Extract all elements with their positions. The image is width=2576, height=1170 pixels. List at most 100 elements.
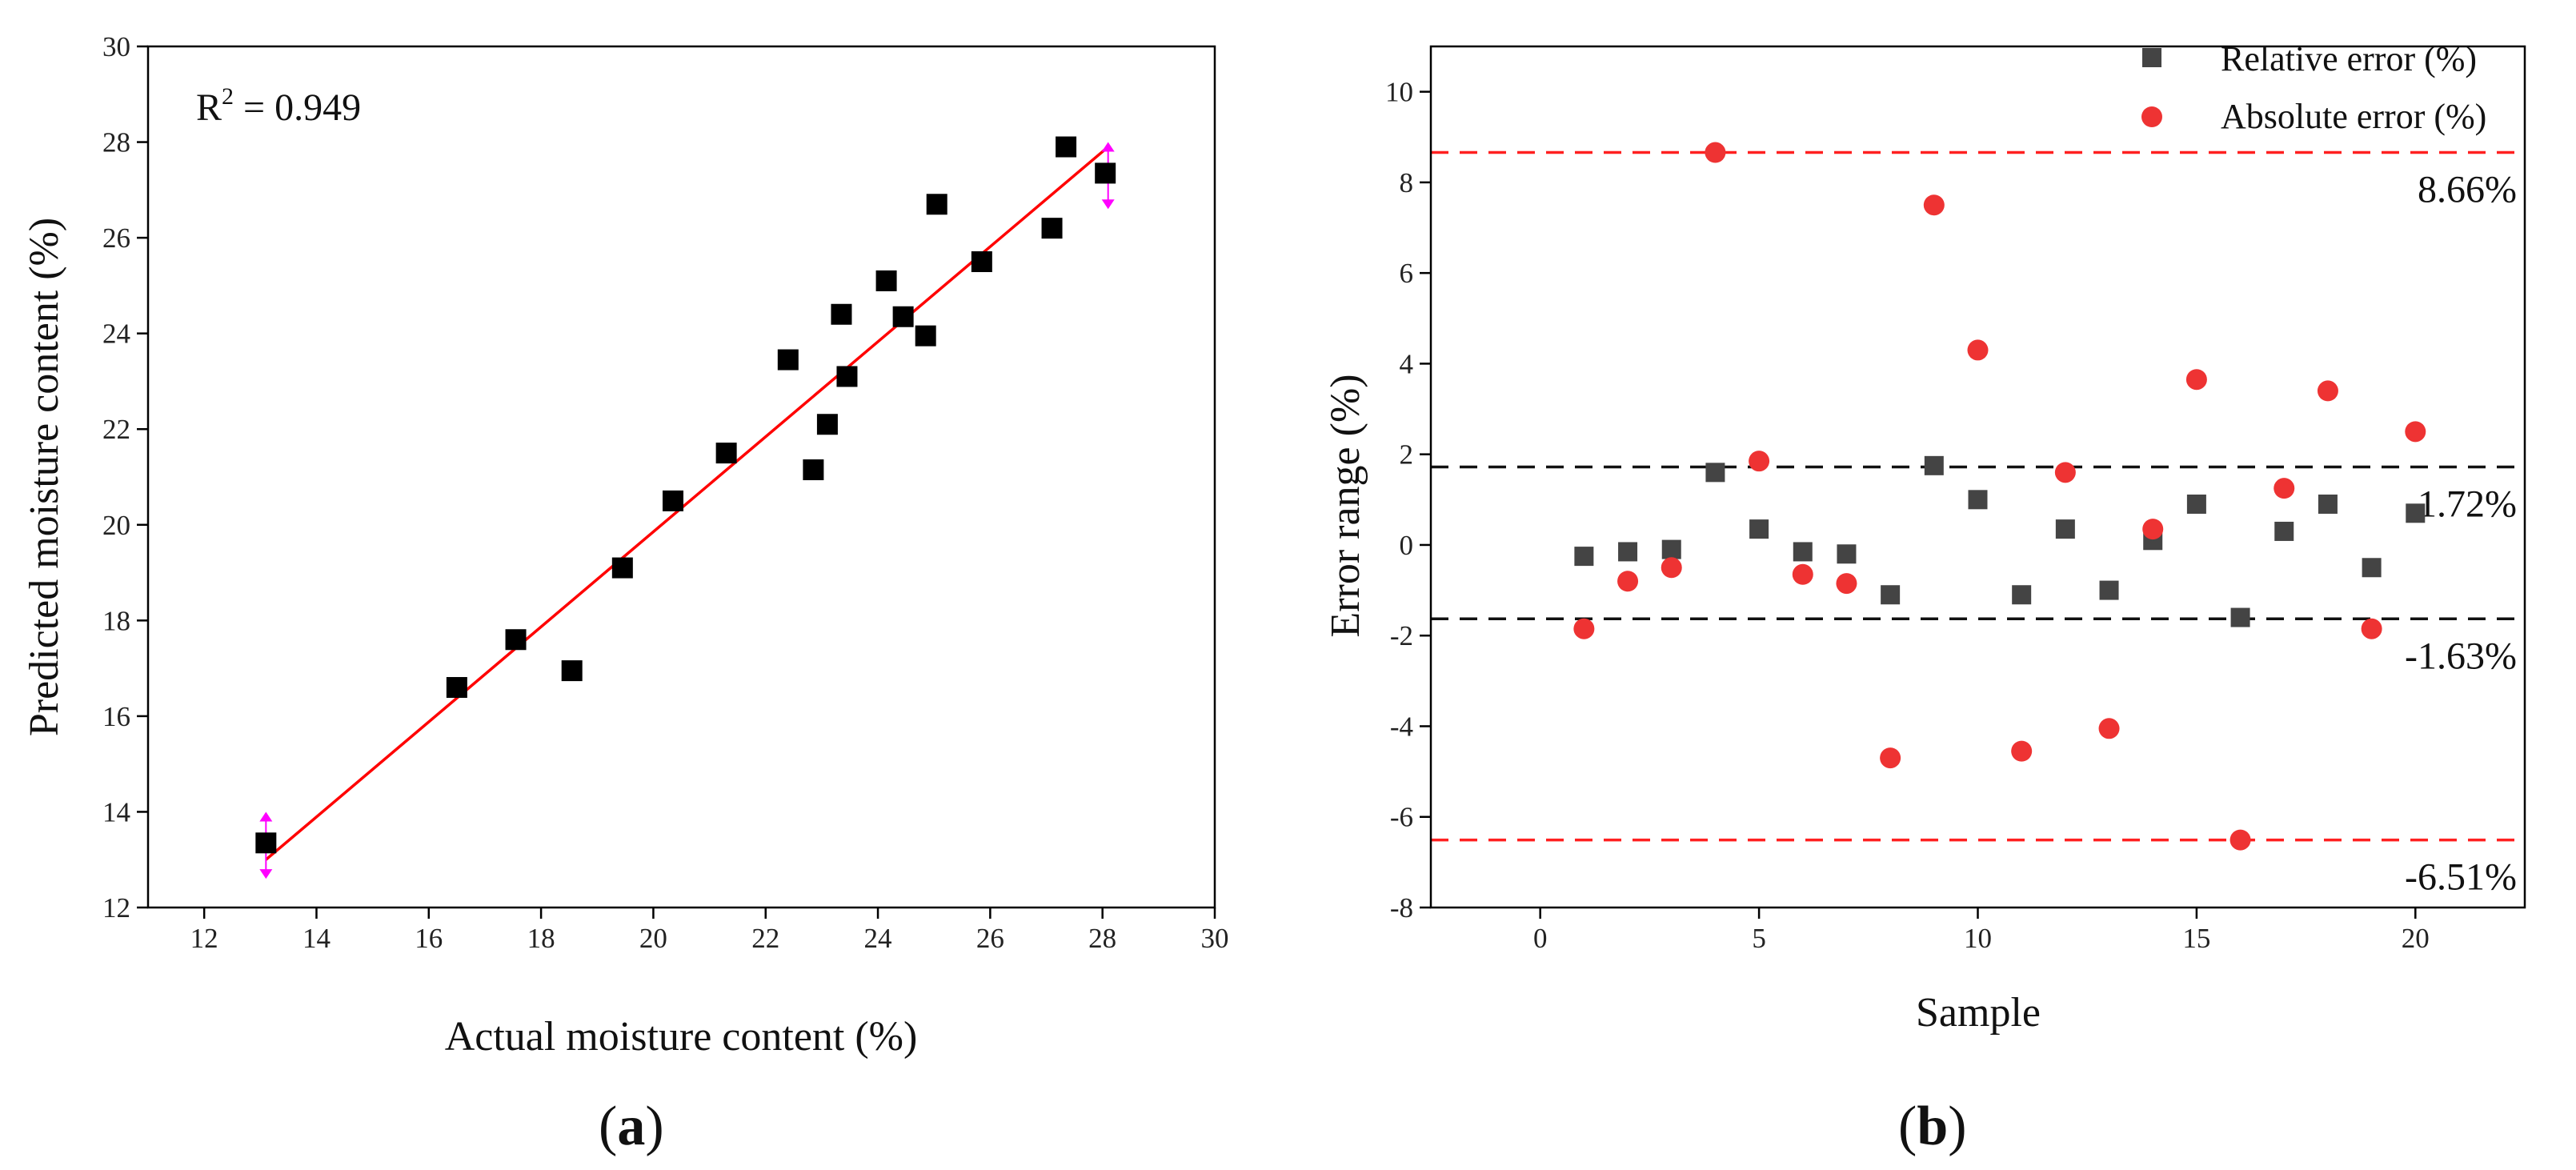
chart-b-xtick-label: 0: [1533, 923, 1548, 954]
chart-a-range-arrow-up: [259, 811, 273, 822]
chart-a: 12 14 16 18 20 22 24 26 28 30 12 14 16 18 20 22 24 26 28 30…: [22, 31, 1229, 1157]
chart-a-xtick-label: 20: [639, 923, 667, 954]
chart-b-legend: Relative error (%) Absolute error (%): [2141, 39, 2486, 136]
chart-b-xlabel: Sample: [1916, 990, 2041, 1036]
chart-b-ytick-label: 2: [1400, 439, 1414, 471]
chart-b-ticks: 0 5 10 15 20 -8 -6 -4 -2 0 2 4 6 8 10: [1385, 77, 2430, 954]
chart-a-data-point: [816, 414, 838, 435]
chart-b-absolute-error-point: [2405, 421, 2426, 443]
chart-a-data-point: [446, 677, 467, 699]
chart-a-ytick-label: 12: [102, 892, 130, 924]
chart-a-data-point: [662, 490, 683, 511]
chart-a-panel-label: (a): [599, 1096, 664, 1157]
chart-b-absolute-error-point: [2185, 369, 2207, 391]
chart-a-ytick-label: 18: [102, 605, 130, 636]
chart-a-xtick-label: 14: [302, 923, 331, 954]
chart-b-relative-error-point: [2406, 503, 2426, 523]
chart-a-ytick-label: 16: [102, 701, 130, 732]
chart-b-relative-error-point: [1837, 544, 1857, 564]
chart-a-ytick-label: 24: [102, 319, 130, 350]
chart-a-fit-line: [265, 146, 1109, 861]
chart-b-ytick-label: -8: [1390, 892, 1413, 924]
chart-a-data-point: [611, 557, 633, 579]
chart-b-relative-error-point: [2012, 585, 2032, 605]
chart-b-reference-label: 8.66%: [2418, 169, 2517, 211]
chart-a-data-point: [1056, 136, 1077, 158]
chart-b-relative-error-point: [1881, 585, 1901, 605]
chart-b-ytick-label: 6: [1400, 258, 1414, 289]
chart-b-xtick-label: 20: [2402, 923, 2430, 954]
chart-a-panel-letter: a: [617, 1096, 645, 1157]
chart-a-xtick-label: 30: [1201, 923, 1229, 954]
chart-b-absolute-error-point: [1923, 194, 1945, 216]
chart-b-ytick-label: -4: [1390, 711, 1413, 742]
chart-b-panel-label: (b): [1898, 1096, 1967, 1157]
chart-b-points: [1573, 142, 2426, 851]
chart-b-relative-error-point: [2362, 558, 2382, 578]
chart-a-range-arrow-down: [1101, 199, 1115, 210]
chart-a-data-point: [803, 459, 824, 481]
chart-b-absolute-error-point: [2098, 718, 2120, 739]
chart-a-ytick-label: 28: [102, 127, 130, 158]
chart-a-range-arrow-down: [259, 869, 273, 880]
chart-b-absolute-error-point: [1573, 618, 1595, 639]
chart-b-relative-error-point: [2274, 521, 2294, 541]
chart-b-reference-lines: 8.66% 1.72% -1.63% -6.51%: [1431, 150, 2525, 899]
chart-b-ytick-label: -6: [1390, 802, 1413, 833]
chart-b-reference-label: -1.63%: [2405, 635, 2517, 677]
chart-b: 0 5 10 15 20 -8 -6 -4 -2 0 2 4 6 8 10 8.66% 1.72% -1.63%…: [1323, 39, 2526, 1157]
chart-a-data-point: [892, 306, 914, 327]
chart-b-reference-label: -6.51%: [2405, 856, 2517, 899]
chart-a-data-point: [561, 660, 583, 682]
chart-b-absolute-error-point: [1967, 339, 1989, 361]
chart-a-data-point: [831, 303, 852, 325]
chart-a-ytick-label: 30: [102, 31, 130, 62]
chart-b-xtick-label: 10: [1964, 923, 1992, 954]
chart-b-relative-error-point: [2318, 494, 2338, 514]
chart-a-xtick-label: 26: [976, 923, 1004, 954]
chart-b-absolute-error-point: [1617, 571, 1639, 592]
chart-a-data-point: [505, 629, 527, 651]
chart-a-r2-suffix: = 0.949: [234, 86, 361, 129]
chart-a-r2-superscript: 2: [222, 83, 234, 110]
chart-a-ytick-label: 22: [102, 414, 130, 445]
chart-a-data-point: [1041, 218, 1063, 239]
chart-b-absolute-error-point: [1705, 142, 1726, 163]
chart-b-relative-error-point: [2099, 580, 2119, 600]
chart-b-relative-error-point: [1574, 547, 1594, 567]
chart-a-data-point: [875, 270, 897, 291]
chart-b-relative-error-point: [1924, 455, 1944, 475]
chart-b-ytick-label: 10: [1385, 77, 1413, 108]
chart-a-data-point: [1095, 162, 1116, 184]
chart-b-relative-error-point: [1968, 490, 1988, 510]
chart-a-xtick-label: 12: [190, 923, 218, 954]
chart-b-ylabel: Error range (%): [1323, 374, 1368, 637]
chart-b-ytick-label: -2: [1390, 620, 1413, 651]
chart-b-absolute-error-point: [1792, 563, 1813, 585]
chart-a-xtick-label: 16: [415, 923, 443, 954]
chart-b-xtick-label: 15: [2182, 923, 2210, 954]
chart-b-reference-label: 1.72%: [2418, 483, 2517, 526]
chart-b-relative-error-point: [2230, 607, 2250, 627]
chart-a-r2-prefix: R: [196, 86, 222, 129]
chart-a-xtick-label: 22: [751, 923, 779, 954]
chart-a-ytick-label: 14: [102, 796, 130, 827]
chart-b-relative-error-point: [1793, 542, 1813, 562]
chart-b-absolute-error-point: [2317, 380, 2338, 402]
chart-b-absolute-error-point: [1836, 573, 1857, 595]
chart-a-data-point: [971, 251, 992, 272]
chart-b-absolute-error-point: [2054, 462, 2076, 483]
chart-a-points: [255, 136, 1116, 854]
legend-relative-error-label: Relative error (%): [2221, 39, 2477, 78]
chart-b-absolute-error-point: [1661, 557, 1682, 579]
chart-b-absolute-error-point: [2011, 740, 2033, 762]
chart-a-ylabel: Predicted moisture content (%): [22, 218, 67, 736]
chart-a-xtick-label: 18: [527, 923, 555, 954]
chart-b-relative-error-point: [1749, 519, 1769, 539]
chart-b-relative-error-point: [2055, 519, 2075, 539]
chart-a-data-point: [777, 349, 799, 371]
chart-b-absolute-error-point: [2229, 829, 2251, 851]
chart-b-absolute-error-point: [1749, 451, 1770, 472]
chart-a-plot-frame: [146, 45, 1216, 909]
